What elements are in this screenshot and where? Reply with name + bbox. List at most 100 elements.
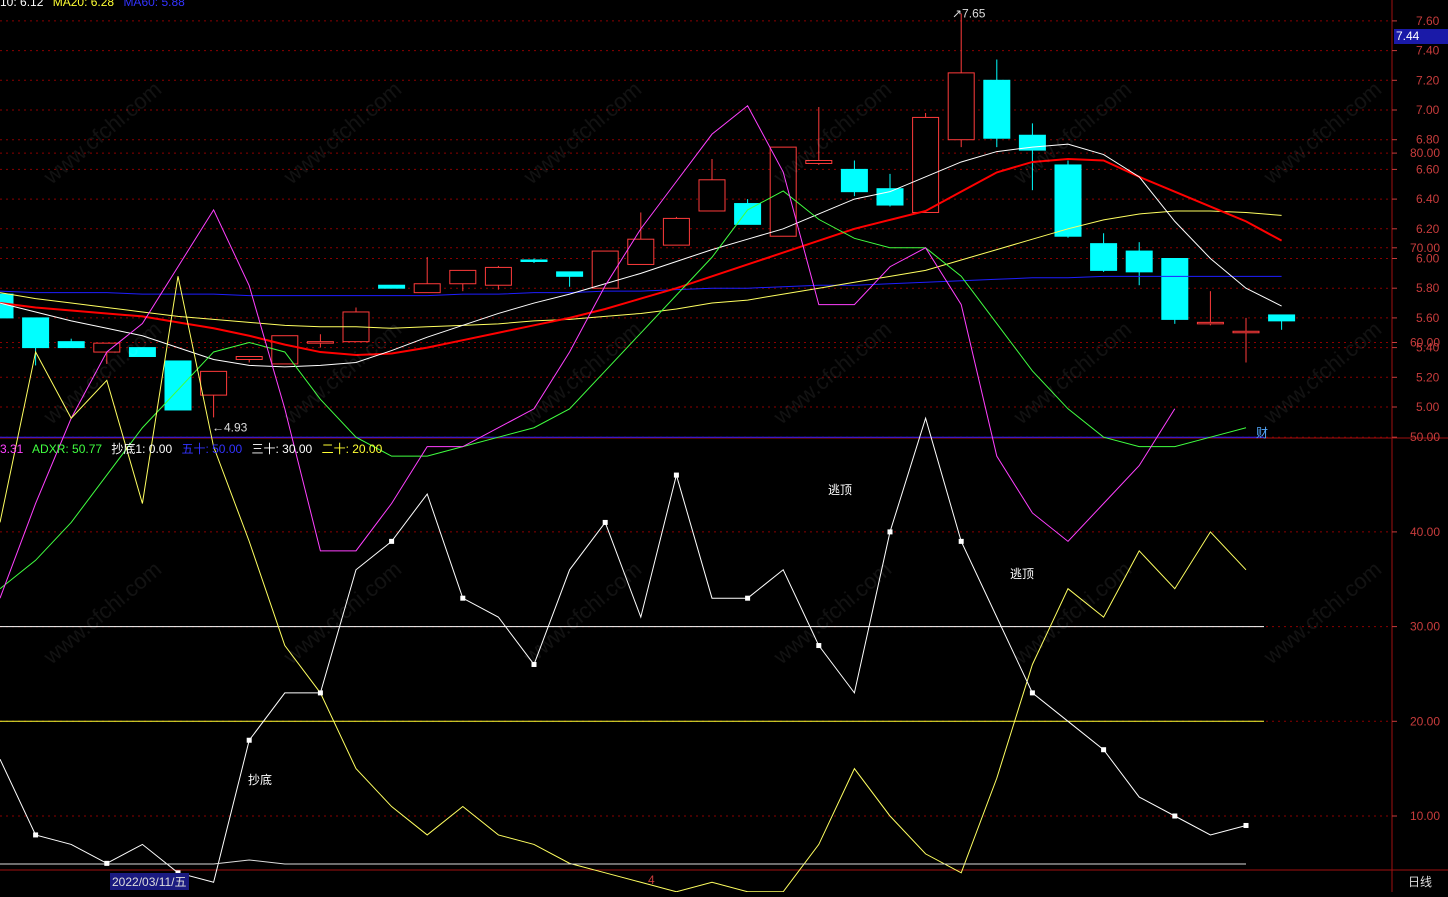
ma20-line [0, 158, 1283, 357]
candle-body [1125, 250, 1153, 273]
candle-body [769, 146, 797, 237]
price-legend: 10: 6.12 MA20: 6.28 MA60: 5.88 [0, 0, 191, 9]
adx-legend: 3.31 [0, 442, 24, 456]
ma-blue-line [0, 275, 1282, 297]
indicator-tick-label: 80.00 [1410, 146, 1440, 160]
white-indicator-dot [602, 519, 608, 525]
white-indicator-dot [1172, 813, 1178, 819]
ma10-legend: 10: 6.12 [0, 0, 44, 9]
bottom-indicator-line [0, 859, 1246, 865]
price-tick-label: 6.80 [1416, 133, 1440, 147]
indicator-tick-label: 20.00 [1410, 714, 1440, 728]
taoding-label-2: 逃顶 [1010, 567, 1035, 581]
candle-body [1196, 321, 1224, 325]
ershi-legend: 二十: 20.00 [321, 442, 383, 456]
white-indicator-dot [1101, 747, 1107, 753]
price-tick-label: 6.20 [1416, 222, 1440, 236]
candle-body [235, 356, 263, 360]
taoding-label-1: 逃顶 [828, 483, 853, 497]
ma10-line [0, 143, 1282, 368]
chaodi1-legend: 抄底1: 0.00 [111, 442, 173, 456]
candle-body [164, 360, 192, 411]
chaodi-label: 抄底 [248, 773, 273, 787]
candle-body [520, 259, 548, 262]
candle-body [1232, 330, 1260, 334]
price-tick-label: 7.60 [1416, 14, 1440, 28]
candle-body [947, 72, 975, 141]
white-indicator-dot [887, 529, 893, 535]
adxr-line [0, 190, 1247, 590]
price-tick-label: 5.20 [1416, 370, 1440, 384]
price-tick-label: 7.20 [1416, 73, 1440, 87]
low-price-mark: ←4.93 [212, 420, 248, 434]
white-indicator-dot [958, 538, 964, 544]
candle-body [306, 341, 334, 344]
candle-body [484, 266, 512, 286]
candle-body [912, 116, 940, 213]
date-label: 2022/03/11/五 [110, 873, 189, 890]
adxr-legend: ADXR: 50.77 [32, 442, 103, 456]
white-indicator-dot [104, 860, 110, 866]
white-indicator-line [0, 416, 1247, 883]
price-tick-label: 5.00 [1416, 400, 1440, 414]
white-indicator-dot [531, 661, 537, 667]
white-indicator-dot [673, 472, 679, 478]
price-tick-label: 6.00 [1416, 252, 1440, 266]
candle-body [840, 168, 868, 193]
candle-body [57, 341, 85, 349]
ma60-legend: MA60: 5.88 [123, 0, 185, 9]
price-tick-label: 5.40 [1416, 341, 1440, 355]
price-tick-label: 6.60 [1416, 162, 1440, 176]
candle-body [1161, 258, 1189, 320]
white-indicator-dot [246, 737, 252, 743]
month-label: 4 [648, 873, 655, 887]
candle-body [1054, 164, 1082, 237]
candle-body [1090, 243, 1118, 271]
candle-body [128, 347, 156, 358]
candle-body [662, 217, 690, 246]
white-indicator-dot [389, 538, 395, 544]
candle-body [805, 159, 833, 164]
yellow-indicator-line [0, 276, 1247, 893]
price-tick-label: 7.40 [1416, 44, 1440, 58]
candle-body [378, 284, 406, 289]
period-label[interactable]: 日线 [1408, 875, 1433, 889]
ma20-legend: MA20: 6.28 [52, 0, 115, 9]
candle-body [22, 317, 50, 349]
candle-body [591, 250, 619, 289]
white-indicator-dot [460, 595, 466, 601]
indicator-tick-label: 30.00 [1410, 620, 1440, 634]
indicator-legend: 3.31 ADXR: 50.77 抄底1: 0.00 五十: 50.00 三十:… [0, 440, 388, 457]
white-indicator-dot [1243, 822, 1249, 828]
indicator-tick-label: 60.00 [1410, 336, 1440, 350]
adx-line [0, 104, 1176, 599]
candle-body [200, 370, 228, 396]
sanshi-legend: 三十: 30.00 [251, 442, 313, 456]
price-tick-label: 7.00 [1416, 103, 1440, 117]
indicator-tick-label: 50.00 [1410, 430, 1440, 444]
price-tick-label: 5.60 [1416, 311, 1440, 325]
candle-body [449, 269, 477, 285]
wushi-legend: 五十: 50.00 [181, 442, 243, 456]
white-indicator-dot [317, 690, 323, 696]
white-indicator-dot [745, 595, 751, 601]
white-indicator-dot [1029, 690, 1035, 696]
current-price-tag: 7.44 [1394, 29, 1448, 44]
white-indicator-dot [816, 643, 822, 649]
candle-body [698, 179, 726, 212]
candle-body [556, 271, 584, 277]
ma60-line [0, 210, 1282, 329]
high-price-mark: ↗7.65 [952, 6, 986, 20]
white-indicator-dot [175, 870, 181, 876]
white-indicator-dot [33, 832, 39, 838]
cai-marker: 财 [1256, 426, 1269, 440]
indicator-tick-label: 10.00 [1410, 809, 1440, 823]
price-tick-label: 5.80 [1416, 281, 1440, 295]
candle-body [1268, 314, 1296, 322]
price-tick-label: 6.40 [1416, 192, 1440, 206]
indicator-tick-label: 70.00 [1410, 241, 1440, 255]
candle-body [413, 283, 441, 294]
indicator-tick-label: 40.00 [1410, 525, 1440, 539]
